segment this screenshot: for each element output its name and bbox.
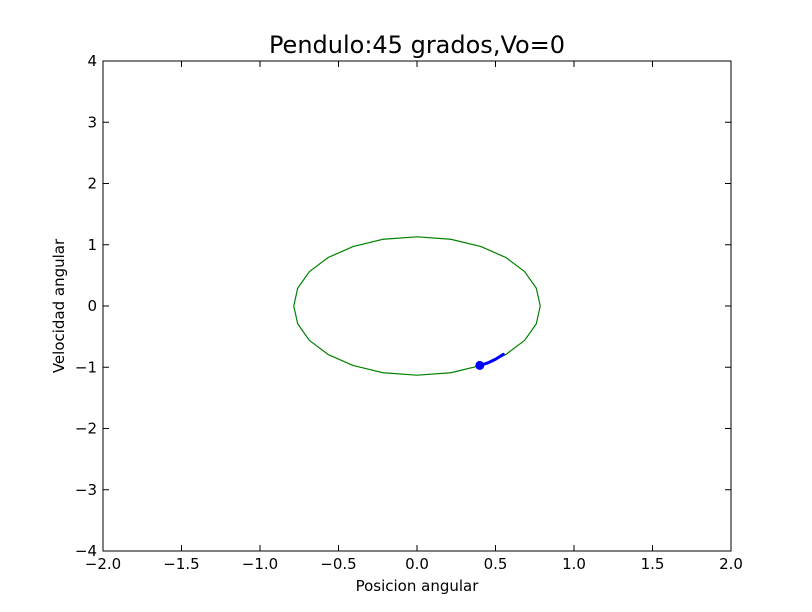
axis-ticks: −2.0 −1.5 −1.0 −0.5 0.0 0.5 1.0 1.5 2.0 −4 −3 −2 −1 0… [75,52,743,573]
x-tick-label: −1.0 [242,555,278,573]
x-tick-label: 2.0 [719,555,743,573]
y-tick-label: −3 [75,481,97,499]
plot-frame [102,60,732,552]
y-tick-label: 2 [87,175,97,193]
x-tick-label: 1.0 [562,555,586,573]
x-tick-label: 0.0 [405,555,429,573]
y-tick-label: 0 [87,297,97,315]
x-tick-label: 1.5 [641,555,665,573]
y-tick-label: 4 [87,52,97,70]
x-axis-label: Posicion angular [356,577,480,595]
current-state-point [475,360,485,370]
x-tick-label: −0.5 [320,555,356,573]
y-axis-label: Velocidad angular [50,238,68,373]
chart-title: Pendulo:45 grados,Vo=0 [269,31,565,59]
plot-area [293,236,541,376]
y-tick-label: 1 [87,236,97,254]
x-tick-label: −2.0 [85,555,121,573]
x-tick-label: 0.5 [484,555,508,573]
y-tick-label: 3 [87,113,97,131]
y-tick-label: −2 [75,420,97,438]
y-tick-label: −4 [75,542,97,560]
x-tick-label: −1.5 [163,555,199,573]
y-tick-label: −1 [75,358,97,376]
